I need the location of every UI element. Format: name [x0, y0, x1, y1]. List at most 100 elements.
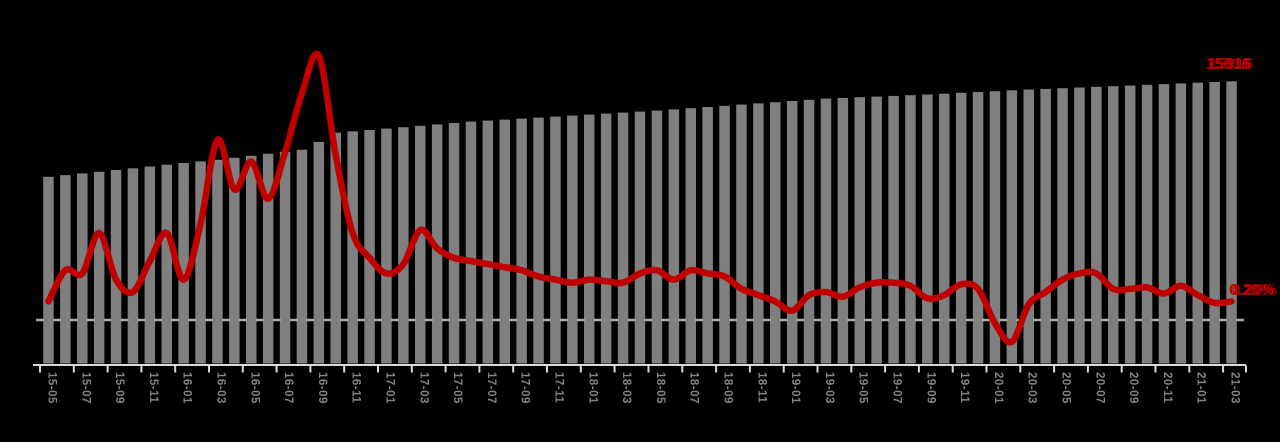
bar: [770, 102, 781, 364]
x-axis-tick-label: 16-01: [181, 372, 193, 404]
x-axis-tick-label: 20-11: [1161, 372, 1173, 403]
bar: [229, 157, 240, 364]
bar: [1175, 83, 1187, 364]
x-axis-tick-label: 16-03: [215, 372, 227, 404]
bar: [1040, 88, 1051, 364]
bar: [1091, 86, 1102, 364]
bar: [888, 95, 899, 364]
bar-final-value-label: 15916: [1206, 56, 1251, 73]
x-axis-tick-label: 17-01: [384, 372, 396, 404]
x-axis-tick-label: 15-07: [79, 372, 91, 404]
x-axis-tick-label: 21-01: [1195, 372, 1207, 404]
bar: [533, 117, 544, 364]
x-axis-tick-label: 16-11: [350, 372, 362, 403]
x-axis-tick-label: 18-05: [654, 372, 666, 404]
bar: [313, 141, 325, 364]
bar: [212, 159, 223, 364]
x-axis-tick-label: 18-07: [688, 372, 700, 404]
x-axis-tick-label: 20-01: [992, 372, 1004, 404]
bar: [1057, 88, 1068, 364]
bar: [702, 107, 713, 364]
rate-line-path: [45, 50, 1235, 346]
bar: [854, 97, 865, 364]
x-axis-tick-label: 19-03: [823, 372, 835, 404]
bar: [1108, 86, 1119, 364]
bar: [364, 130, 375, 364]
bar: [550, 116, 561, 364]
bar: [195, 161, 206, 364]
x-axis-tick-label: 19-05: [857, 372, 869, 404]
x-axis-tick-label: 17-07: [485, 372, 497, 404]
bar: [161, 164, 172, 364]
x-axis-tick-label: 16-07: [282, 372, 294, 404]
bar-series: [43, 81, 1237, 364]
bar: [871, 96, 882, 364]
line-final-value-label: 0.20%: [1229, 282, 1274, 299]
x-axis-tick-label: 17-09: [519, 372, 531, 404]
x-axis-tick-label: 18-09: [722, 372, 734, 404]
bar: [482, 120, 494, 364]
bar: [1226, 81, 1237, 364]
bar: [837, 97, 849, 364]
bar: [93, 171, 105, 364]
bar: [246, 155, 257, 364]
bar: [1074, 87, 1085, 364]
bar: [398, 127, 409, 364]
bar: [499, 119, 510, 364]
bar: [651, 110, 663, 364]
bar: [1209, 82, 1220, 364]
bar: [939, 93, 950, 364]
bar: [955, 92, 967, 364]
bar: [803, 99, 815, 364]
bar: [415, 125, 426, 364]
bar: [127, 168, 139, 364]
bar: [1023, 89, 1034, 364]
bar: [43, 176, 54, 364]
bar: [1006, 90, 1018, 364]
bar: [584, 114, 595, 364]
bar: [1124, 85, 1136, 364]
bar: [600, 113, 612, 364]
bar: [634, 111, 646, 364]
x-axis-tick-label: 18-01: [586, 372, 598, 404]
bar: [347, 131, 358, 364]
bar: [753, 103, 764, 364]
x-axis-tick-label: 15-09: [113, 372, 125, 404]
bar: [617, 112, 629, 364]
bar-final-value-label-ghost: 15916: [1209, 56, 1254, 73]
line-final-value-label-ghost: 0.20%: [1232, 282, 1277, 299]
line-series: [45, 50, 1235, 346]
x-axis-tick-label: 18-11: [755, 372, 767, 403]
bar: [1192, 82, 1203, 364]
bar: [685, 108, 696, 364]
x-axis-tick-label: 20-09: [1127, 372, 1139, 404]
bar: [820, 98, 832, 364]
x-axis-tick-label: 17-11: [553, 372, 565, 403]
x-axis-tick-label: 20-03: [1026, 372, 1038, 404]
x-axis-tick-label: 16-09: [316, 372, 328, 404]
x-axis-tick-label: 20-05: [1060, 372, 1072, 404]
x-axis-tick-label: 21-03: [1229, 372, 1241, 404]
bar: [262, 153, 274, 364]
bar: [905, 95, 916, 364]
bar: [1158, 84, 1170, 364]
bar: [786, 101, 798, 364]
bar: [989, 91, 1001, 364]
x-axis-tick-label: 17-03: [417, 372, 429, 404]
bar: [279, 151, 291, 364]
x-axis-tick-label: 15-11: [147, 372, 159, 403]
bar: [922, 94, 933, 364]
bar: [465, 121, 477, 364]
bar: [516, 118, 527, 364]
bar: [736, 104, 747, 364]
x-axis: 15-05 15-07 15-09 15-11 16-01 16-03 16-05 16-07…: [33, 364, 1247, 404]
bar: [668, 109, 680, 364]
bar: [110, 170, 122, 364]
x-axis-tick-label: 15-05: [46, 372, 58, 404]
x-axis-tick-label: 17-05: [451, 372, 463, 404]
bar: [178, 163, 189, 364]
x-axis-tick-label: 19-11: [958, 372, 970, 403]
x-axis-tick-label: 18-03: [620, 372, 632, 404]
